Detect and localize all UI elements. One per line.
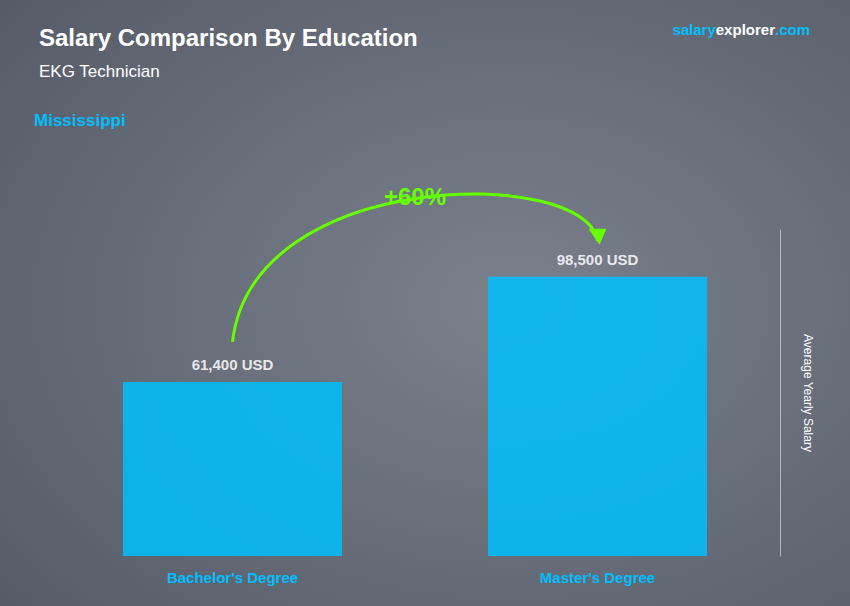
svg-text:Bachelor's Degree: Bachelor's Degree — [167, 569, 298, 586]
svg-text:61,400 USD: 61,400 USD — [192, 356, 274, 373]
svg-text:Mississippi: Mississippi — [34, 111, 126, 130]
svg-text:Master's Degree: Master's Degree — [540, 569, 655, 586]
svg-text:EKG Technician: EKG Technician — [39, 62, 160, 81]
svg-text:Average Yearly Salary: Average Yearly Salary — [801, 334, 815, 452]
svg-text:.com: .com — [775, 21, 810, 38]
svg-text:98,500 USD: 98,500 USD — [557, 251, 639, 268]
svg-text:+60%: +60% — [384, 183, 446, 210]
svg-text:Salary Comparison By Education: Salary Comparison By Education — [39, 24, 418, 51]
svg-text:salary: salary — [672, 21, 716, 38]
svg-text:explorer: explorer — [716, 21, 775, 38]
